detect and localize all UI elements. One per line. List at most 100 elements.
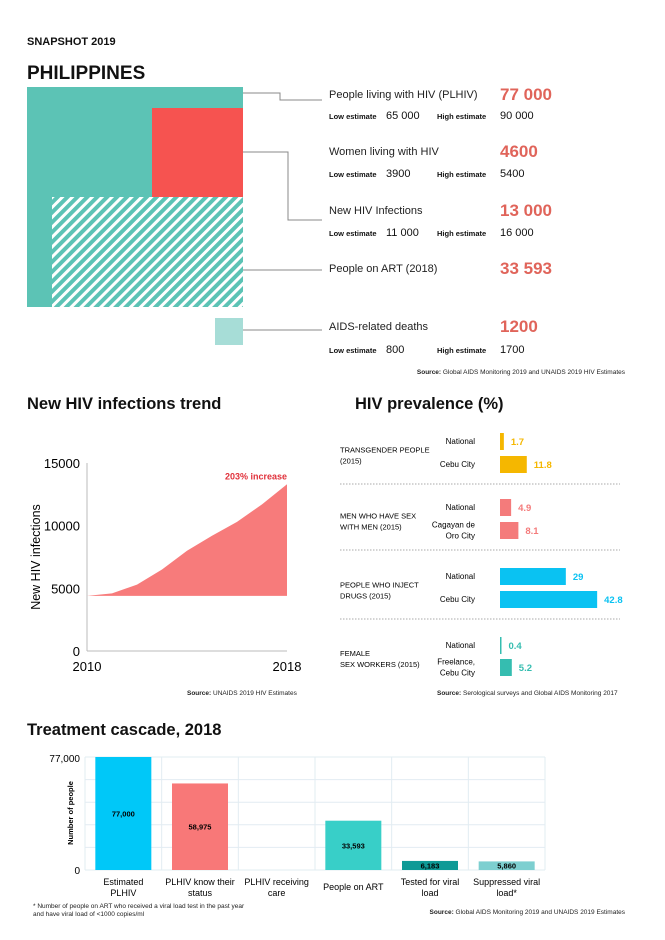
category-label: care <box>268 888 286 898</box>
y-axis-label: Number of people <box>66 781 75 845</box>
x-tick-label: 2010 <box>73 659 102 674</box>
key-figure-label: Women living with HIV <box>329 146 439 158</box>
x-tick-label: 2018 <box>273 659 302 674</box>
category-label: Suppressed viral <box>473 877 540 887</box>
prevalence-bar <box>500 499 512 516</box>
group-label: DRUGS (2015) <box>340 592 391 601</box>
bar-value: 5,860 <box>497 862 516 871</box>
bar-value: 58,975 <box>189 823 212 832</box>
high-estimate-label: High estimate <box>437 346 487 355</box>
deaths-block <box>215 318 243 345</box>
bar-label: Oro City <box>446 532 475 541</box>
key-figure-value: 1200 <box>500 317 538 336</box>
prevalence-bar <box>500 456 527 473</box>
snapshot-label: SNAPSHOT 2019 <box>27 36 116 48</box>
women-block <box>152 108 243 197</box>
low-estimate-value: 11 000 <box>386 227 419 239</box>
category-label: load* <box>496 888 517 898</box>
bar-value: 42.8 <box>604 595 623 606</box>
bar-value: 33,593 <box>342 841 365 850</box>
bar-value: 29 <box>573 572 584 583</box>
key-figure-label: People on ART (2018) <box>329 263 438 275</box>
prevalence-title: HIV prevalence (%) <box>355 395 504 413</box>
high-estimate-label: High estimate <box>437 170 487 179</box>
key-figures-treemap <box>27 87 322 345</box>
prevalence-bar <box>500 433 504 450</box>
country-title: PHILIPPINES <box>27 63 146 84</box>
prevalence-bar <box>500 522 519 539</box>
category-label: People on ART <box>323 882 384 892</box>
bar-value: 1.7 <box>511 437 524 448</box>
infections-area <box>87 484 287 596</box>
cascade-title: Treatment cascade, 2018 <box>27 721 222 739</box>
connector-lines <box>243 92 322 331</box>
cascade-bar <box>325 820 382 870</box>
bar-label: National <box>446 437 476 446</box>
key-figure-label: People living with HIV (PLHIV) <box>329 89 478 101</box>
low-estimate-value: 800 <box>386 344 405 356</box>
category-label: Estimated <box>103 877 143 887</box>
prevalence-source: Source: Serological surveys and Global A… <box>437 690 618 697</box>
bar-label: Cebu City <box>440 460 475 469</box>
prevalence-bar <box>500 637 502 654</box>
bar-label: Cebu City <box>440 669 475 678</box>
prevalence-bar-chart: TRANSGENDER PEOPLE (2015) National 1.7 Cebu … <box>340 433 623 678</box>
low-estimate-label: Low estimate <box>329 229 377 238</box>
bar-value: 5.2 <box>519 663 532 674</box>
category-label: PLHIV <box>110 888 136 898</box>
bar-value: 8.1 <box>525 526 539 537</box>
prevalence-bar <box>500 568 566 585</box>
cascade-bar <box>402 860 458 870</box>
prevalence-bar <box>500 591 598 608</box>
category-label: PLHIV receiving <box>244 877 309 887</box>
high-estimate-label: High estimate <box>437 229 487 238</box>
key-figure-label: New HIV Infections <box>329 205 423 217</box>
key-figures-source: Source: Global AIDS Monitoring 2019 and … <box>416 369 625 376</box>
high-estimate-label: High estimate <box>437 112 487 121</box>
group-label: MEN WHO HAVE SEX <box>340 512 416 521</box>
annotation-label: 203% increase <box>225 471 287 481</box>
bar-label: National <box>446 503 476 512</box>
y-tick-label: 15000 <box>44 456 80 471</box>
y-tick-label: 5000 <box>51 581 80 596</box>
key-figure-value: 4600 <box>500 142 538 161</box>
low-estimate-label: Low estimate <box>329 346 377 355</box>
key-figure-value: 77 000 <box>500 85 552 104</box>
low-estimate-label: Low estimate <box>329 112 377 121</box>
trend-source: Source: UNAIDS 2019 HIV Estimates <box>187 690 297 697</box>
group-label: SEX WORKERS (2015) <box>340 660 420 669</box>
category-label: status <box>188 888 213 898</box>
bar-value: 6,183 <box>421 861 440 870</box>
y-tick-label: 77,000 <box>49 754 80 765</box>
cascade-bar <box>95 757 152 870</box>
bar-value: 4.9 <box>518 503 531 514</box>
group-label: WITH MEN (2015) <box>340 523 402 532</box>
group-label: FEMALE <box>340 649 370 658</box>
bar-label: Cebu City <box>440 595 475 604</box>
key-figure-value: 33 593 <box>500 259 552 278</box>
cascade-source: Source: Global AIDS Monitoring 2019 and … <box>429 909 625 916</box>
category-label: load <box>421 888 438 898</box>
key-figure-value: 13 000 <box>500 201 552 220</box>
bar-value: 0.4 <box>509 641 523 652</box>
y-tick-label: 10000 <box>44 519 80 534</box>
bar-label: National <box>446 572 476 581</box>
category-label: Tested for viral <box>401 877 460 887</box>
trend-title: New HIV infections trend <box>27 395 222 413</box>
low-estimate-value: 65 000 <box>386 110 420 122</box>
low-estimate-value: 3900 <box>386 168 411 180</box>
bar-label: National <box>446 641 476 650</box>
category-label: PLHIV know their <box>165 877 235 887</box>
high-estimate-value: 5400 <box>500 168 525 180</box>
high-estimate-value: 90 000 <box>500 110 534 122</box>
y-tick-label: 0 <box>73 644 80 659</box>
art-block <box>52 197 243 307</box>
bar-value: 77,000 <box>112 810 135 819</box>
prevalence-bar <box>500 659 512 676</box>
key-figure-label: AIDS-related deaths <box>329 321 429 333</box>
bar-value: 11.8 <box>534 460 552 471</box>
y-axis-label: New HIV infections <box>29 504 43 610</box>
high-estimate-value: 16 000 <box>500 227 534 239</box>
cascade-bar <box>478 861 535 870</box>
